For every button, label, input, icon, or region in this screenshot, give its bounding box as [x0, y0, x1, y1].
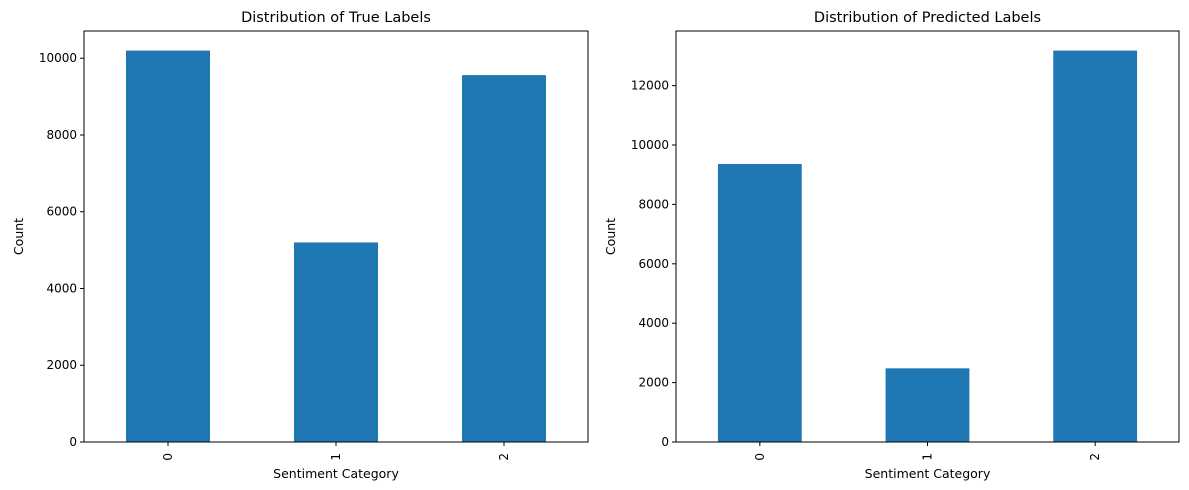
bar-0: [126, 50, 210, 442]
x-axis-label: Sentiment Category: [865, 466, 991, 481]
y-tick-label: 4000: [46, 281, 77, 295]
x-tick-label: 0: [161, 453, 175, 461]
chart-title: Distribution of True Labels: [241, 10, 431, 26]
x-axis-label: Sentiment Category: [273, 466, 399, 481]
x-tick-label: 0: [753, 453, 767, 461]
bar-2: [1053, 50, 1138, 442]
y-tick-label: 8000: [638, 197, 669, 211]
y-tick-label: 2000: [638, 376, 669, 390]
y-tick-label: 6000: [638, 257, 669, 271]
y-tick-label: 4000: [638, 316, 669, 330]
y-tick-label: 8000: [46, 128, 77, 142]
x-tick-label: 2: [1088, 453, 1102, 461]
bar-0: [717, 164, 802, 442]
y-tick-label: 10000: [39, 51, 77, 65]
x-tick-label: 1: [921, 453, 935, 461]
bar-1: [885, 368, 970, 442]
bar-2: [462, 75, 546, 442]
y-axis-label: Count: [603, 218, 618, 255]
bar-1: [294, 242, 378, 442]
true-labels-chart: Distribution of True Labels 0 2000 4000 6000…: [11, 10, 589, 481]
y-tick-label: 0: [661, 435, 669, 449]
x-tick-label: 1: [329, 453, 343, 461]
chart-title: Distribution of Predicted Labels: [814, 10, 1041, 26]
x-tick-label: 2: [497, 453, 511, 461]
y-tick-label: 0: [69, 435, 77, 449]
y-axis-label: Count: [11, 218, 26, 255]
y-tick-label: 6000: [46, 205, 77, 219]
y-tick-label: 12000: [631, 79, 669, 93]
y-tick-label: 10000: [631, 138, 669, 152]
predicted-labels-chart: Distribution of Predicted Labels 0 2000 400…: [603, 10, 1180, 481]
y-tick-label: 2000: [46, 358, 77, 372]
